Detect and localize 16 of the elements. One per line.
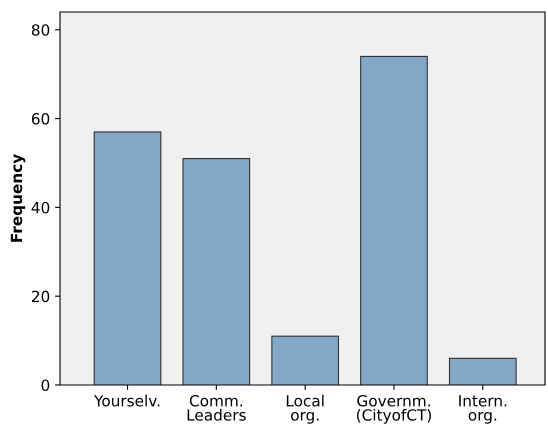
y-tick-label: 60 — [32, 113, 50, 125]
y-tick-label: 0 — [42, 379, 50, 392]
y-tick-label: 80 — [32, 24, 50, 36]
bar — [94, 131, 162, 385]
y-tick-label: 40 — [32, 202, 50, 214]
bar — [271, 336, 340, 385]
x-tick-label: Intern. org. — [459, 395, 506, 424]
x-tick-label: Local org. — [286, 394, 324, 424]
bar — [360, 56, 428, 385]
x-tick-label: Governm. (CityofCT) — [357, 394, 431, 424]
y-axis-title: Frequency — [10, 154, 26, 242]
bar — [448, 358, 517, 385]
x-tick-label: Yourselv. — [94, 394, 160, 407]
bar — [182, 158, 250, 385]
x-tick-label: Comm. Leaders — [188, 394, 246, 421]
y-tick-label: 20 — [32, 290, 50, 302]
